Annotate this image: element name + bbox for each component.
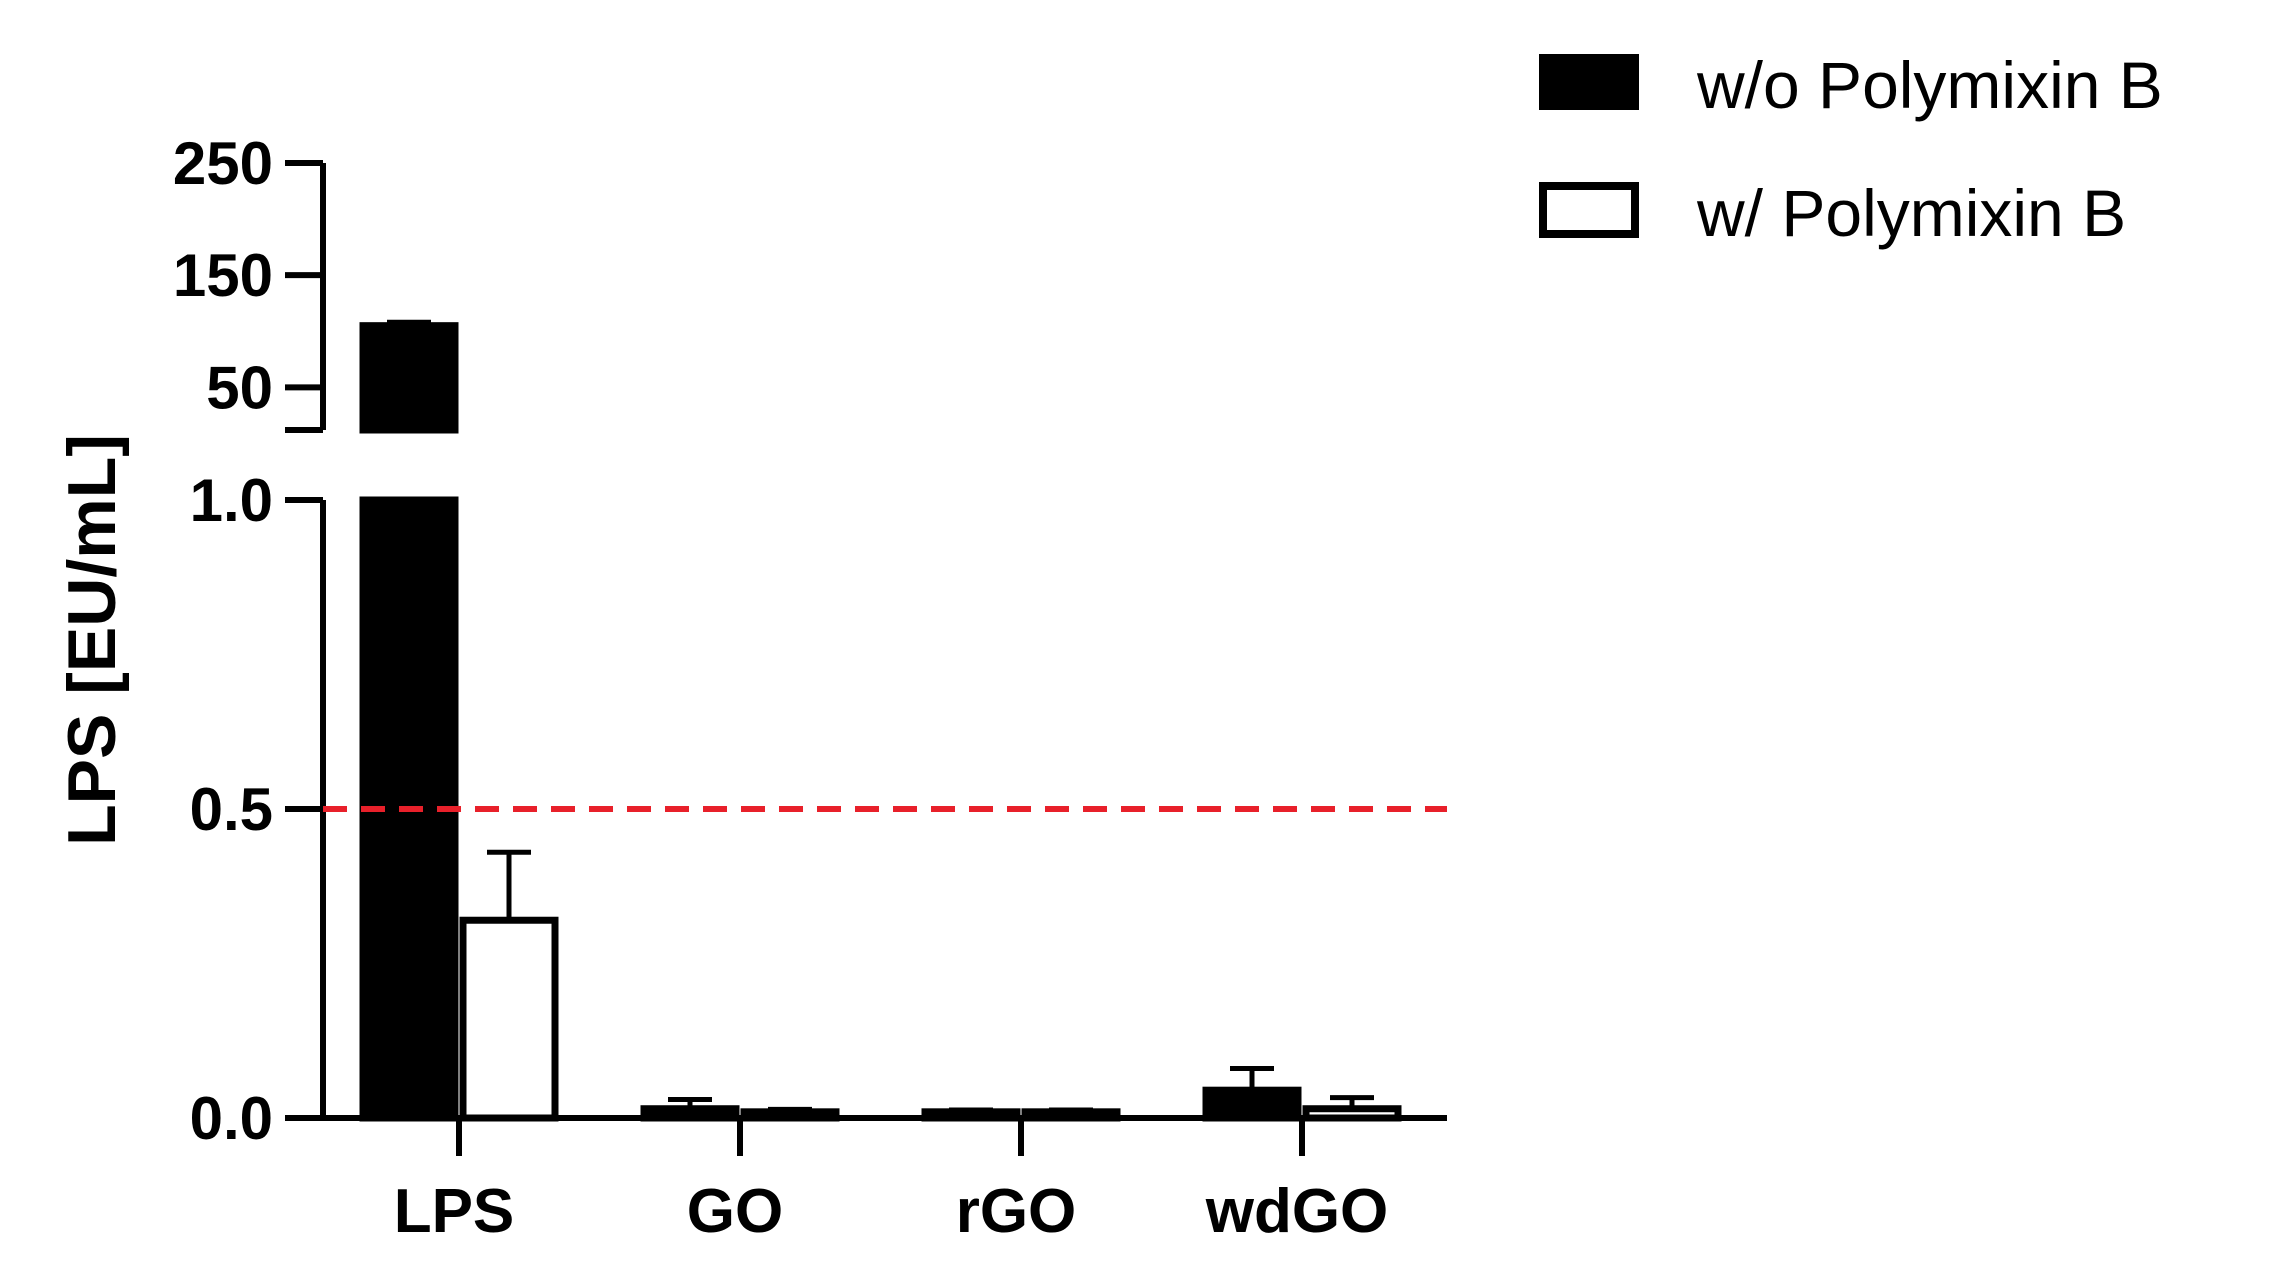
x-tick-label: wdGO bbox=[1205, 1177, 1389, 1246]
y-tick-label: 0.0 bbox=[190, 1085, 273, 1152]
x-tick-label: GO bbox=[687, 1177, 783, 1246]
bar bbox=[1202, 1086, 1302, 1122]
y-axis-title: LPS [EU/mL] bbox=[54, 434, 130, 846]
legend-swatch bbox=[1539, 182, 1639, 238]
x-tick-label: LPS bbox=[394, 1177, 515, 1246]
bar bbox=[459, 916, 559, 1122]
bar bbox=[1302, 1105, 1402, 1122]
y-tick-label: 0.5 bbox=[190, 776, 273, 843]
x-tick-label: rGO bbox=[956, 1177, 1077, 1246]
legend-label: w/o Polymixin B bbox=[1696, 48, 2163, 122]
bar bbox=[1021, 1108, 1121, 1122]
bar bbox=[740, 1108, 840, 1122]
bar-upper bbox=[359, 322, 459, 434]
legend-swatch bbox=[1539, 54, 1639, 110]
y-tick-label: 50 bbox=[206, 354, 273, 421]
y-tick-label: 150 bbox=[173, 242, 273, 309]
bar bbox=[921, 1108, 1021, 1122]
bar bbox=[640, 1105, 740, 1122]
legend-label: w/ Polymixin B bbox=[1696, 176, 2126, 250]
y-tick-label: 250 bbox=[173, 130, 273, 197]
y-tick-label: 1.0 bbox=[190, 467, 273, 534]
